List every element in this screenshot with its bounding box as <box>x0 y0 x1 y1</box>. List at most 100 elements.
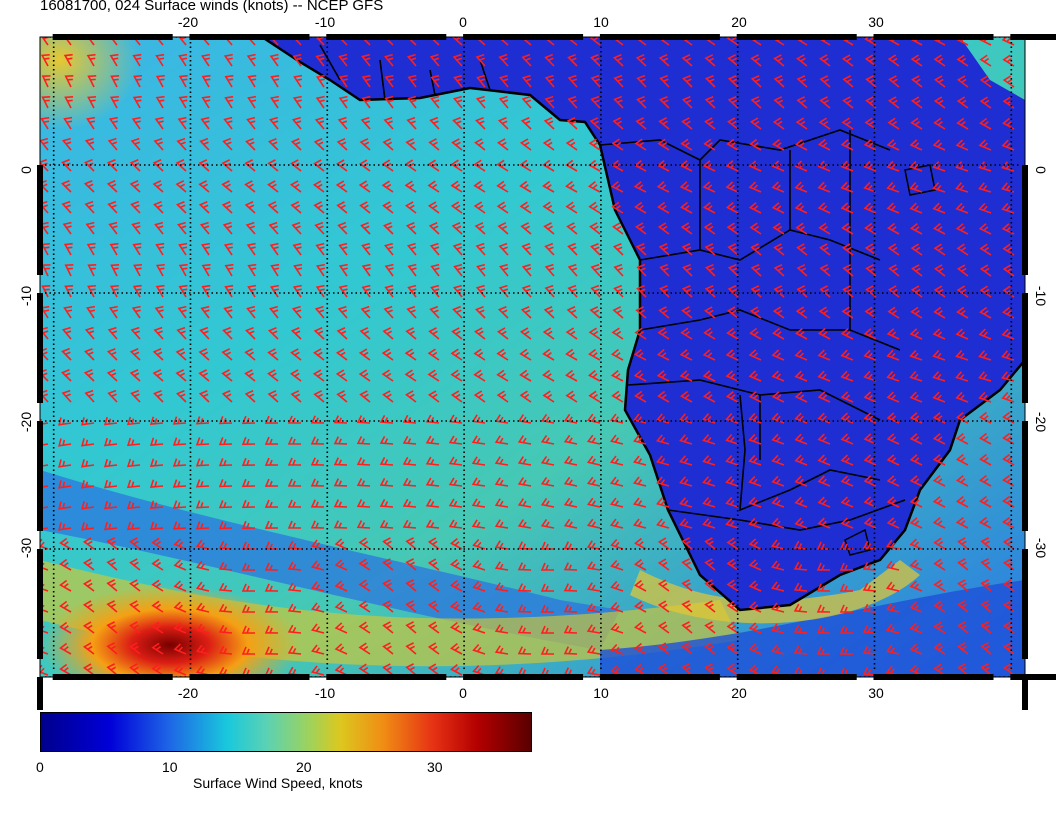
wind-barb <box>680 222 693 235</box>
wind-barb <box>817 370 831 382</box>
wind-barb <box>909 454 923 466</box>
wind-barb <box>1001 328 1015 340</box>
wind-barb <box>656 413 670 424</box>
wind-barb <box>979 96 992 109</box>
wind-barb <box>334 664 348 676</box>
wind-barb <box>955 432 969 445</box>
wind-barb <box>153 137 164 151</box>
wind-barb <box>405 537 417 550</box>
wind-barb <box>61 200 72 214</box>
wind-barb <box>244 348 256 361</box>
wind-barb <box>681 537 693 550</box>
wind-barb <box>609 497 624 508</box>
wind-barb <box>402 456 417 466</box>
wind-barb <box>657 579 670 592</box>
top-lon-tick: 10 <box>593 14 609 30</box>
wind-barb <box>794 433 808 445</box>
wind-barb <box>932 391 946 403</box>
wind-barb <box>588 327 601 340</box>
frame-segment <box>37 549 43 659</box>
wind-barb <box>87 75 97 88</box>
wind-barb <box>772 327 785 340</box>
frame-segment <box>873 34 994 40</box>
wind-barb <box>310 478 325 487</box>
wind-barb <box>451 138 463 151</box>
wind-barb <box>886 181 900 193</box>
wind-barb <box>471 519 486 529</box>
wind-barb <box>1002 516 1015 529</box>
wind-barb <box>909 160 923 172</box>
wind-barb <box>267 159 279 172</box>
wind-barb <box>450 180 463 193</box>
wind-barb <box>679 518 693 529</box>
wind-barb <box>287 436 302 445</box>
wind-barb <box>496 138 509 151</box>
wind-barb <box>221 180 233 193</box>
wind-barb <box>933 243 946 256</box>
wind-barb <box>704 54 716 67</box>
wind-barb <box>748 475 762 487</box>
wind-barb <box>336 327 348 340</box>
wind-barb <box>519 327 532 340</box>
wind-barb <box>267 201 279 214</box>
wind-barb <box>980 558 992 571</box>
frame-segment <box>736 674 857 680</box>
wind-barb <box>794 160 808 172</box>
wind-barb <box>311 665 325 676</box>
wind-barb <box>177 305 187 319</box>
wind-barb <box>839 541 854 550</box>
wind-barb <box>149 416 164 425</box>
wind-barb <box>794 349 808 361</box>
wind-barb <box>382 663 394 676</box>
wind-barb <box>198 369 210 382</box>
wind-barb <box>748 496 762 508</box>
wind-barb <box>201 263 211 277</box>
wind-barb <box>496 159 509 172</box>
wind-barb <box>817 349 831 361</box>
africa-coastline <box>261 37 1025 612</box>
wind-speed-colorbar <box>40 712 532 752</box>
wind-barb <box>267 390 279 403</box>
wind-barb <box>819 285 831 298</box>
wind-barb <box>312 369 325 382</box>
frame-segment <box>1022 293 1028 403</box>
wind-barb <box>863 139 877 151</box>
wind-barb <box>86 305 96 319</box>
top-lon-tick: -20 <box>178 14 198 30</box>
wind-barb <box>313 201 325 214</box>
wind-barb <box>311 581 325 592</box>
wind-barb <box>404 348 417 361</box>
wind-barb <box>886 202 900 214</box>
wind-barb <box>338 53 348 67</box>
nw-wind-max <box>40 37 140 130</box>
wind-barb <box>795 306 808 319</box>
wind-barb <box>727 54 739 67</box>
wind-barb <box>177 221 187 235</box>
wind-barb <box>379 435 394 445</box>
wind-barb <box>633 621 647 634</box>
wind-barb <box>702 181 716 193</box>
wind-barb <box>635 117 647 130</box>
wind-barb <box>886 139 900 151</box>
wind-barb <box>726 663 739 676</box>
wind-barb <box>980 621 992 634</box>
wind-barb <box>658 284 670 298</box>
wind-barb <box>129 642 141 655</box>
wind-barb <box>885 644 900 655</box>
wind-barb <box>333 436 348 445</box>
frame-segment <box>1022 165 1028 275</box>
wind-barb <box>126 479 141 489</box>
wind-barb <box>241 457 256 467</box>
wind-barb <box>839 604 854 613</box>
wind-barb <box>955 391 969 403</box>
wind-barb <box>955 182 969 193</box>
wind-barb <box>172 521 187 530</box>
wind-barb <box>681 95 693 109</box>
wind-barb <box>269 116 279 130</box>
wind-barb <box>427 621 440 634</box>
wind-barb <box>613 95 624 109</box>
wind-barb <box>657 138 670 151</box>
wind-barb <box>402 477 417 487</box>
wind-barb <box>407 74 417 88</box>
wind-barb <box>725 181 739 193</box>
